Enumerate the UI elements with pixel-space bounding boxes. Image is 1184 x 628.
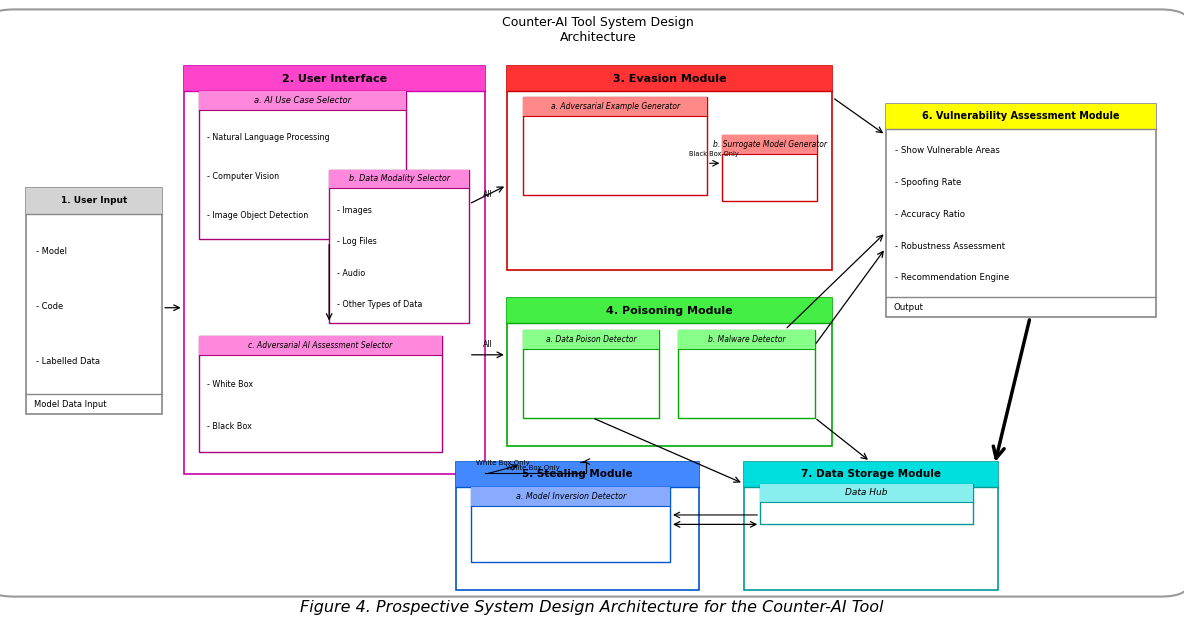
Text: 7. Data Storage Module: 7. Data Storage Module: [800, 469, 941, 479]
Bar: [507, 66, 832, 270]
Bar: [886, 104, 1156, 317]
Text: - Other Types of Data: - Other Types of Data: [337, 300, 423, 309]
Bar: [456, 462, 699, 590]
Bar: [471, 487, 670, 506]
Bar: [678, 330, 815, 418]
Text: b. Malware Detector: b. Malware Detector: [708, 335, 785, 344]
Bar: [886, 104, 1156, 129]
Text: Data Hub: Data Hub: [845, 489, 888, 497]
Bar: [507, 298, 832, 323]
Text: - Computer Vision: - Computer Vision: [207, 171, 279, 181]
Bar: [471, 487, 670, 562]
Text: - Natural Language Processing: - Natural Language Processing: [207, 133, 330, 142]
FancyBboxPatch shape: [0, 9, 1184, 597]
Bar: [329, 170, 469, 188]
Text: - Robustness Assessment: - Robustness Assessment: [895, 242, 1005, 251]
Text: 2. User Interface: 2. User Interface: [282, 73, 387, 84]
Text: - Black Box: - Black Box: [207, 422, 252, 431]
Text: - Labelled Data: - Labelled Data: [36, 357, 99, 366]
Text: - White Box: - White Box: [207, 380, 253, 389]
Bar: [722, 135, 817, 201]
Text: - Code: - Code: [36, 302, 63, 311]
Text: - Spoofing Rate: - Spoofing Rate: [895, 178, 961, 187]
Bar: [199, 91, 406, 110]
Text: All: All: [483, 340, 493, 349]
Bar: [523, 97, 707, 195]
Bar: [760, 484, 973, 502]
Bar: [678, 330, 815, 349]
Text: 4. Poisoning Module: 4. Poisoning Module: [606, 306, 733, 316]
Bar: [184, 66, 485, 91]
Text: - Show Vulnerable Areas: - Show Vulnerable Areas: [895, 146, 1000, 156]
Bar: [329, 170, 469, 323]
Text: b. Surrogate Model Generator: b. Surrogate Model Generator: [713, 140, 826, 149]
Bar: [523, 97, 707, 116]
Bar: [507, 298, 832, 446]
Text: a. Model Inversion Detector: a. Model Inversion Detector: [515, 492, 626, 501]
Text: Black Box Only: Black Box Only: [689, 151, 739, 157]
Text: - Accuracy Ratio: - Accuracy Ratio: [895, 210, 965, 219]
Text: - Log Files: - Log Files: [337, 237, 378, 246]
Text: White Box Only: White Box Only: [506, 465, 560, 471]
Bar: [744, 462, 998, 590]
Text: 3. Evasion Module: 3. Evasion Module: [613, 73, 726, 84]
Bar: [760, 484, 973, 524]
Bar: [199, 91, 406, 239]
Text: - Model: - Model: [36, 247, 66, 256]
Text: Counter-AI Tool System Design
Architecture: Counter-AI Tool System Design Architectu…: [502, 16, 694, 44]
Text: 1. User Input: 1. User Input: [60, 197, 128, 205]
Bar: [523, 330, 659, 349]
Text: b. Data Modality Selector: b. Data Modality Selector: [348, 175, 450, 183]
Text: a. Data Poison Detector: a. Data Poison Detector: [546, 335, 637, 344]
Bar: [199, 336, 442, 452]
Text: c. Adversarial AI Assessment Selector: c. Adversarial AI Assessment Selector: [249, 341, 392, 350]
Text: - Image Object Detection: - Image Object Detection: [207, 211, 309, 220]
Bar: [26, 188, 162, 414]
Text: - Recommendation Engine: - Recommendation Engine: [895, 273, 1009, 283]
Bar: [722, 135, 817, 154]
Bar: [456, 462, 699, 487]
Text: 5. Stealing Module: 5. Stealing Module: [522, 469, 632, 479]
Bar: [523, 330, 659, 418]
Text: Output: Output: [894, 303, 924, 311]
Text: a. Adversarial Example Generator: a. Adversarial Example Generator: [551, 102, 680, 111]
Text: - Images: - Images: [337, 206, 372, 215]
Text: Figure 4. Prospective System Design Architecture for the Counter-AI Tool: Figure 4. Prospective System Design Arch…: [301, 600, 883, 615]
Text: a. AI Use Case Selector: a. AI Use Case Selector: [253, 96, 352, 105]
Bar: [744, 462, 998, 487]
Text: Model Data Input: Model Data Input: [34, 400, 107, 409]
Text: All: All: [483, 190, 493, 199]
Text: 6. Vulnerability Assessment Module: 6. Vulnerability Assessment Module: [922, 111, 1119, 121]
Bar: [199, 336, 442, 355]
Bar: [507, 66, 832, 91]
Text: - Audio: - Audio: [337, 269, 366, 278]
Bar: [26, 188, 162, 214]
Bar: [184, 66, 485, 474]
Text: White Box Only: White Box Only: [476, 460, 530, 467]
